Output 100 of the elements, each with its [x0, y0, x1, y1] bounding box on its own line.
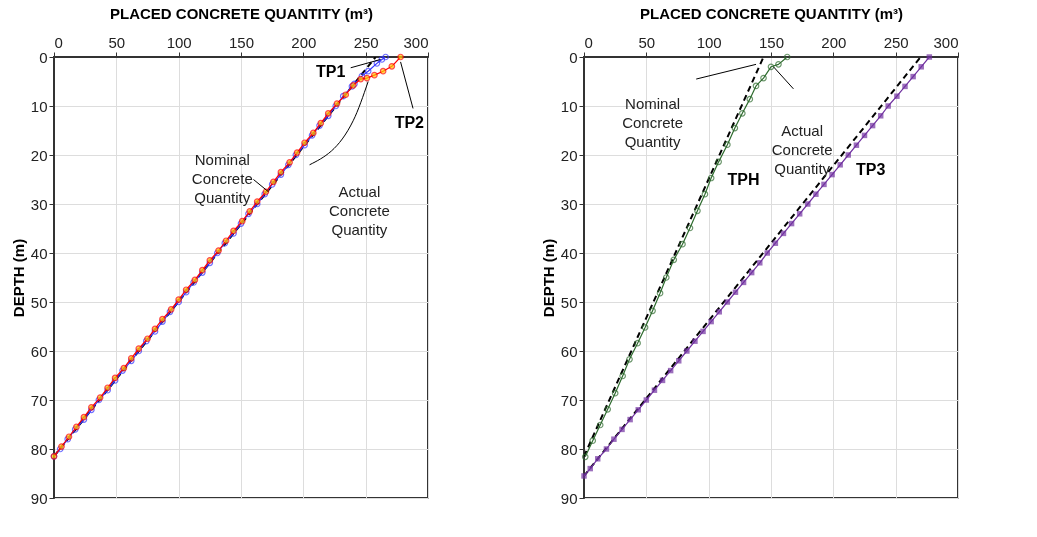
point: [379, 67, 387, 75]
x-tick-label: 50: [638, 33, 656, 51]
point: [611, 436, 617, 442]
point: [805, 201, 811, 207]
point: [926, 54, 933, 60]
point: [662, 274, 670, 281]
point: [684, 348, 690, 354]
y-axis-title: DEPTH (m): [9, 238, 27, 318]
point: [772, 240, 779, 246]
x-tick-label: 0: [584, 33, 593, 51]
x-tick-label: 200: [821, 33, 847, 51]
y-tick-label: 40: [30, 244, 48, 262]
point: [694, 207, 701, 215]
y-tick-label: 50: [30, 293, 48, 311]
x-tick-label: 100: [696, 33, 722, 51]
series-label: TPH: [727, 170, 760, 188]
point: [581, 473, 587, 479]
x-tick-label: 300: [403, 33, 429, 51]
y-tick-label: 70: [560, 391, 578, 409]
point: [594, 456, 601, 462]
point: [764, 250, 770, 256]
point: [837, 162, 843, 168]
point: [676, 358, 682, 364]
x-tick-label: 150: [228, 33, 255, 51]
y-axis-title: DEPTH (m): [539, 238, 557, 318]
point: [716, 309, 722, 315]
point: [619, 372, 626, 380]
point: [692, 338, 698, 344]
point: [634, 339, 641, 347]
y-tick-label: 20: [560, 146, 578, 164]
point: [918, 64, 924, 70]
point: [596, 421, 604, 429]
y-tick-label: 0: [569, 48, 578, 66]
point: [775, 61, 782, 68]
point: [910, 73, 916, 80]
point: [686, 224, 694, 232]
point: [589, 437, 597, 444]
point: [619, 426, 625, 433]
point: [649, 307, 656, 315]
point: [821, 181, 827, 188]
point: [767, 63, 775, 71]
point: [651, 387, 658, 393]
y-tick-label: 30: [30, 195, 48, 213]
x-tick-label: 250: [353, 33, 379, 51]
point: [708, 318, 714, 325]
point: [701, 190, 709, 198]
y-tick-label: 90: [30, 489, 48, 507]
x-tick-label: 200: [291, 33, 317, 51]
point: [724, 141, 731, 149]
point: [757, 260, 763, 266]
y-tick-label: 80: [560, 440, 578, 458]
x-tick-label: 0: [54, 33, 63, 51]
y-tick-label: 40: [560, 244, 578, 262]
y-tick-label: 60: [560, 342, 578, 360]
x-axis-title: PLACED CONCRETE QUANTITY (m³): [109, 4, 374, 22]
y-tick-label: 0: [39, 48, 48, 66]
point: [731, 124, 739, 132]
y-tick-label: 50: [560, 293, 578, 311]
point: [746, 95, 754, 103]
x-tick-label: 250: [883, 33, 909, 51]
y-tick-label: 10: [560, 97, 578, 115]
annotation: Actual Concrete Quantity: [771, 121, 833, 177]
y-tick-label: 30: [560, 195, 578, 213]
point: [885, 103, 891, 109]
point: [587, 465, 593, 472]
point: [363, 74, 371, 82]
point: [738, 110, 746, 117]
y-tick-label: 90: [560, 489, 578, 507]
point: [656, 289, 664, 297]
annotation: Nominal Concrete Quantity: [622, 94, 683, 150]
point: [388, 62, 396, 70]
point: [641, 324, 649, 331]
point: [364, 67, 372, 75]
point: [813, 191, 819, 197]
point: [604, 405, 612, 413]
point: [700, 328, 706, 335]
annotation: Nominal Concrete Quantity: [191, 150, 253, 206]
point: [679, 240, 686, 248]
point: [760, 74, 767, 82]
point: [732, 289, 739, 295]
point: [397, 53, 404, 61]
point: [796, 211, 803, 217]
point: [902, 83, 908, 90]
y-tick-label: 70: [30, 391, 48, 409]
point: [670, 256, 678, 264]
point: [707, 174, 715, 182]
x-tick-label: 300: [933, 33, 959, 51]
x-tick-label: 100: [166, 33, 192, 51]
x-tick-label: 150: [758, 33, 785, 51]
point: [635, 407, 641, 413]
x-axis-title: PLACED CONCRETE QUANTITY (m³): [639, 4, 904, 22]
text: TP2: [394, 114, 425, 132]
series-label: TP3: [856, 160, 886, 178]
point: [603, 446, 610, 452]
point: [643, 397, 650, 403]
point: [845, 152, 852, 158]
annotation: Actual Concrete Quantity: [329, 182, 390, 238]
point: [627, 416, 633, 423]
y-tick-label: 80: [30, 440, 48, 458]
y-tick-label: 60: [30, 342, 48, 360]
